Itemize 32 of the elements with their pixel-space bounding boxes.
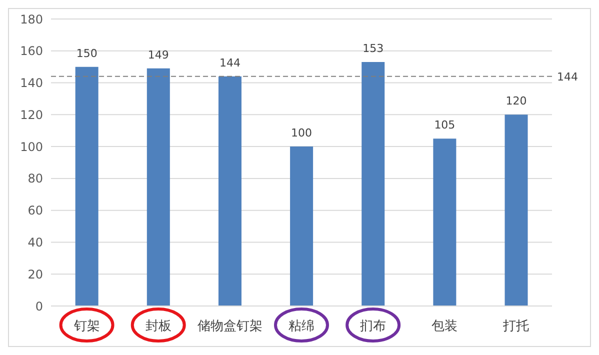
data-label: 100: [291, 126, 312, 140]
x-tick-label: 包装: [432, 319, 458, 334]
y-tick-label: 80: [28, 172, 43, 186]
bar: [218, 76, 242, 306]
y-tick-label: 40: [28, 235, 43, 250]
y-tick-label: 120: [20, 108, 43, 122]
y-tick-label: 0: [35, 299, 43, 314]
y-tick-label: 60: [28, 204, 43, 218]
y-tick-label: 20: [28, 267, 43, 282]
ref-line-label: 144: [557, 70, 578, 84]
x-tick-label: 储物盒钉架: [197, 319, 262, 334]
y-tick-label: 180: [20, 12, 43, 26]
x-tick-label: 扪布: [360, 319, 386, 334]
x-tick-label: 打托: [502, 319, 530, 334]
y-tick-label: 100: [20, 140, 43, 154]
bar: [433, 138, 456, 306]
y-tick-label: 140: [20, 76, 43, 90]
bar: [362, 62, 385, 306]
y-tick-label: 160: [20, 44, 43, 58]
data-label: 149: [148, 48, 169, 62]
bar: [75, 66, 98, 306]
bar: [504, 114, 528, 306]
x-tick-label: 封板: [145, 319, 172, 334]
data-label: 144: [219, 56, 240, 70]
data-label: 153: [362, 42, 384, 56]
bar: [290, 146, 314, 306]
bar: [146, 68, 170, 306]
data-label: 120: [506, 94, 527, 108]
data-label: 105: [434, 118, 456, 132]
x-tick-label: 钉架: [72, 319, 100, 334]
x-tick-label: 粘绵: [288, 319, 314, 334]
data-label: 150: [76, 46, 98, 60]
